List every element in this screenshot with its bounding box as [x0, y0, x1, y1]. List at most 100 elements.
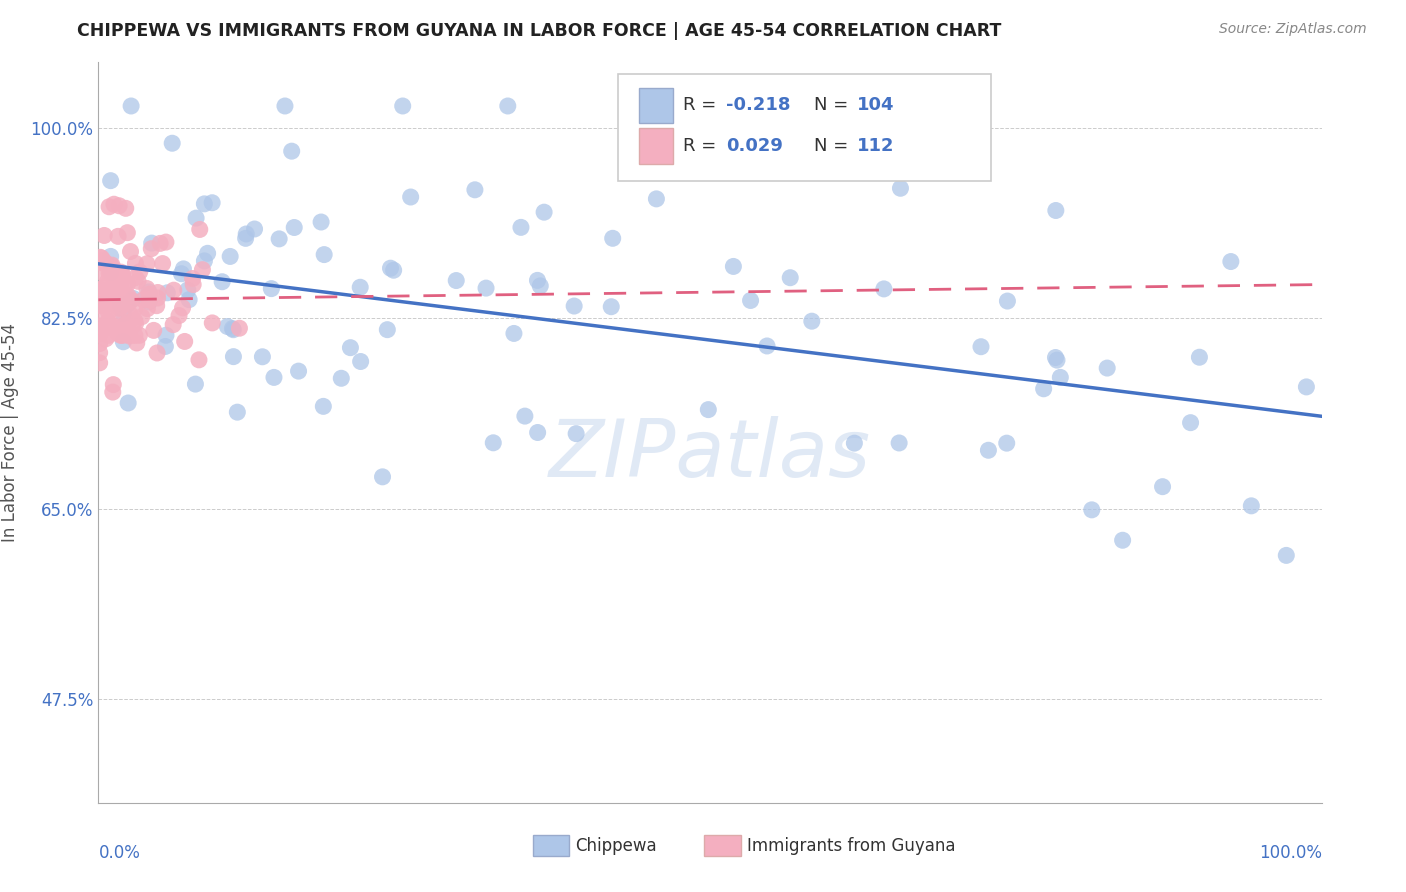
- Point: [475, 281, 498, 295]
- Point: [197, 246, 219, 260]
- Point: [222, 350, 245, 364]
- Point: [100, 265, 122, 279]
- Point: [93, 254, 115, 268]
- Point: [120, 244, 142, 259]
- Point: [89, 336, 111, 351]
- Point: [89, 283, 111, 297]
- Point: [399, 190, 422, 204]
- FancyBboxPatch shape: [533, 836, 569, 856]
- FancyBboxPatch shape: [619, 73, 991, 181]
- Point: [135, 281, 157, 295]
- Point: [118, 306, 141, 320]
- Point: [1045, 351, 1067, 365]
- Point: [117, 226, 139, 240]
- Point: [107, 229, 129, 244]
- Point: [382, 263, 405, 277]
- Point: [110, 328, 132, 343]
- Point: [96, 275, 118, 289]
- Point: [120, 99, 142, 113]
- Point: [1111, 533, 1133, 548]
- Point: [146, 285, 169, 300]
- Point: [136, 301, 159, 316]
- Y-axis label: In Labor Force | Age 45-54: In Labor Force | Age 45-54: [1, 323, 20, 542]
- Point: [1046, 353, 1069, 368]
- Point: [124, 314, 146, 328]
- Point: [287, 364, 309, 378]
- Point: [122, 292, 145, 306]
- Point: [1152, 480, 1174, 494]
- Point: [89, 250, 111, 264]
- Point: [124, 317, 146, 331]
- Point: [117, 277, 139, 291]
- Point: [873, 282, 896, 296]
- Text: N =: N =: [814, 96, 853, 114]
- Point: [226, 405, 249, 419]
- Point: [970, 340, 993, 354]
- Point: [89, 298, 111, 312]
- Point: [565, 426, 588, 441]
- Point: [997, 294, 1019, 309]
- Point: [167, 309, 190, 323]
- Point: [526, 273, 548, 287]
- Point: [1081, 503, 1104, 517]
- Point: [391, 99, 413, 113]
- Point: [94, 332, 117, 346]
- Point: [128, 265, 150, 279]
- Point: [105, 313, 128, 327]
- Point: [101, 262, 124, 277]
- Point: [1032, 382, 1054, 396]
- Point: [101, 258, 124, 272]
- Point: [221, 321, 243, 335]
- Point: [280, 144, 302, 158]
- Point: [110, 299, 132, 313]
- Point: [188, 222, 211, 236]
- Point: [330, 371, 353, 385]
- Point: [98, 200, 121, 214]
- Point: [380, 261, 402, 276]
- Point: [108, 199, 131, 213]
- Point: [179, 293, 201, 307]
- Point: [496, 99, 519, 113]
- Point: [117, 396, 139, 410]
- Text: ZIPatlas: ZIPatlas: [548, 416, 872, 494]
- Point: [89, 326, 111, 341]
- Point: [138, 287, 160, 301]
- Point: [104, 297, 127, 311]
- Point: [152, 257, 174, 271]
- Text: 104: 104: [856, 96, 894, 114]
- Point: [697, 402, 720, 417]
- Point: [112, 318, 135, 333]
- Point: [503, 326, 526, 341]
- Point: [120, 293, 142, 308]
- Point: [513, 409, 536, 423]
- Point: [160, 136, 183, 151]
- Point: [371, 470, 394, 484]
- Point: [526, 425, 548, 440]
- Point: [252, 350, 274, 364]
- Text: 112: 112: [856, 137, 894, 155]
- Point: [510, 220, 533, 235]
- Point: [191, 262, 214, 277]
- Point: [184, 377, 207, 392]
- Point: [89, 345, 111, 359]
- Point: [138, 293, 160, 307]
- Text: R =: R =: [683, 137, 723, 155]
- Point: [1049, 370, 1071, 384]
- Point: [110, 279, 132, 293]
- Point: [124, 328, 146, 343]
- Point: [800, 314, 823, 328]
- Point: [117, 315, 139, 329]
- Point: [112, 269, 135, 284]
- Point: [111, 328, 134, 343]
- Point: [128, 328, 150, 343]
- FancyBboxPatch shape: [640, 128, 673, 164]
- Point: [219, 249, 242, 263]
- Point: [114, 278, 136, 293]
- Point: [188, 352, 211, 367]
- Point: [100, 249, 122, 263]
- Point: [645, 192, 668, 206]
- Point: [211, 275, 233, 289]
- Point: [90, 256, 112, 270]
- Point: [131, 310, 153, 324]
- Point: [339, 341, 361, 355]
